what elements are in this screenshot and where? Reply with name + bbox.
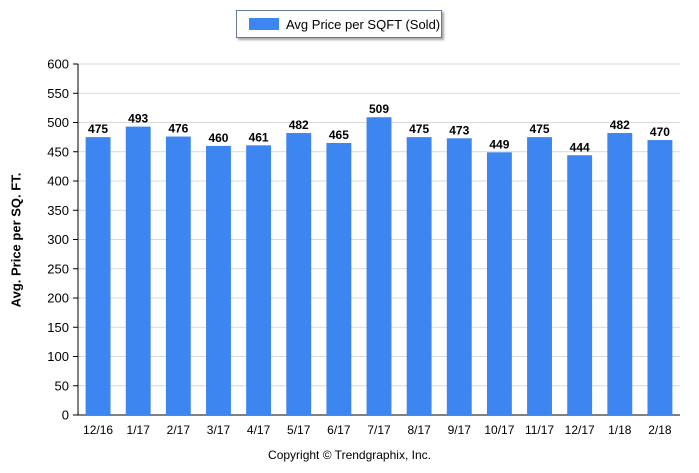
data-labels: 475 493 476 460 461 482 465 509 475 473 449 475 444 4… xyxy=(88,102,670,154)
data-label: 461 xyxy=(249,130,269,144)
y-tick-label: 300 xyxy=(47,232,69,247)
y-tick-label: 50 xyxy=(55,378,69,393)
bar xyxy=(527,137,552,415)
x-tick-label: 10/17 xyxy=(484,423,514,437)
data-label: 493 xyxy=(128,112,148,126)
bar xyxy=(286,133,312,415)
y-tick-label: 0 xyxy=(62,408,69,423)
data-label: 470 xyxy=(650,125,670,139)
legend-label: Avg Price per SQFT (Sold) xyxy=(286,16,441,32)
bar xyxy=(366,117,392,416)
bar xyxy=(486,152,512,415)
x-tick-label: 12/16 xyxy=(83,423,113,437)
y-tick-label: 400 xyxy=(47,174,69,189)
data-label: 475 xyxy=(409,122,429,136)
y-tick-label: 600 xyxy=(47,57,69,72)
data-label: 444 xyxy=(570,140,590,154)
data-label: 482 xyxy=(289,118,309,132)
y-tick-label: 500 xyxy=(47,115,69,130)
y-tick-label: 250 xyxy=(47,261,69,276)
y-tick-label: 350 xyxy=(47,203,69,218)
bar xyxy=(246,145,272,415)
x-tick-label: 7/17 xyxy=(367,423,391,437)
data-label: 473 xyxy=(449,123,469,137)
data-label: 465 xyxy=(329,128,349,142)
data-label: 475 xyxy=(88,122,108,136)
data-label: 475 xyxy=(530,122,550,136)
bar xyxy=(206,145,231,415)
data-label: 460 xyxy=(208,131,228,145)
x-tick-label: 9/17 xyxy=(448,423,472,437)
x-tick-label: 8/17 xyxy=(407,423,431,437)
y-tick-label: 100 xyxy=(47,349,69,364)
bar xyxy=(85,137,111,415)
y-tick-label: 200 xyxy=(47,291,69,306)
bar xyxy=(446,138,472,416)
x-tick-label: 11/17 xyxy=(525,423,554,437)
y-tick-labels: 0 50 100 150 200 250 300 350 400 450 500 550 600 xyxy=(47,57,69,423)
x-tick-label: 3/17 xyxy=(207,423,231,437)
bar xyxy=(165,136,191,416)
x-tick-label: 12/17 xyxy=(565,423,595,437)
data-label: 476 xyxy=(168,122,188,136)
bar xyxy=(406,137,432,415)
x-tick-label: 1/17 xyxy=(127,423,151,437)
y-tick-label: 450 xyxy=(47,144,69,159)
x-tick-label: 6/17 xyxy=(327,423,351,437)
legend-swatch xyxy=(249,18,279,30)
bar xyxy=(326,142,352,415)
y-tick-label: 550 xyxy=(47,86,69,101)
x-tick-label: 5/17 xyxy=(287,423,311,437)
x-tick-label: 2/17 xyxy=(167,423,191,437)
bar xyxy=(125,126,151,415)
x-tick-labels: 12/16 1/17 2/17 3/17 4/17 5/17 6/17 7/17 8/17 9/1… xyxy=(83,423,672,437)
y-axis-title: Avg. Price per SQ. FT. xyxy=(8,172,24,308)
bar xyxy=(567,155,593,415)
data-label: 449 xyxy=(489,137,509,151)
data-label: 482 xyxy=(610,118,630,132)
bars xyxy=(85,117,673,416)
copyright-text: Copyright © Trendgraphix, Inc. xyxy=(268,448,431,462)
bar xyxy=(647,140,673,416)
bar xyxy=(607,133,633,415)
legend: Avg Price per SQFT (Sold) xyxy=(236,10,442,38)
x-tick-label: 1/18 xyxy=(608,423,632,437)
x-tick-label: 4/17 xyxy=(247,423,271,437)
y-tick-label: 150 xyxy=(47,320,69,335)
x-tick-label: 2/18 xyxy=(648,423,672,437)
data-label: 509 xyxy=(369,102,389,116)
